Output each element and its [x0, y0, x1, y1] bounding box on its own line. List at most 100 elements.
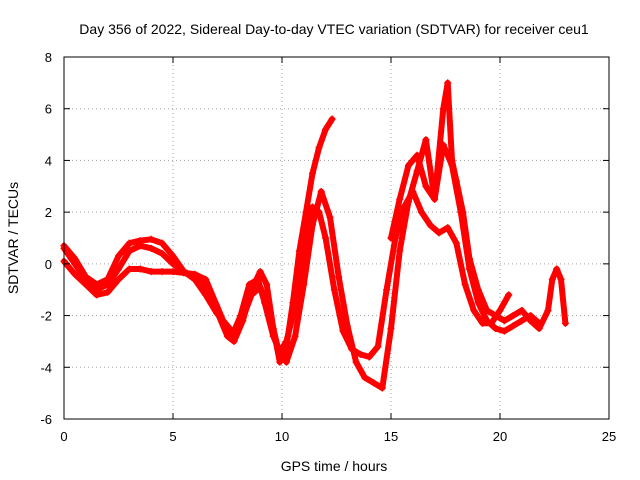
data-point-marker: [352, 358, 360, 366]
plot-frame: [63, 56, 610, 420]
data-point-marker: [71, 270, 79, 278]
data-point-marker: [289, 312, 297, 320]
data-point-marker: [256, 268, 264, 276]
y-tick-label: 2: [45, 205, 52, 220]
data-point-marker: [439, 105, 447, 113]
data-point-marker: [505, 291, 513, 299]
data-point-marker: [461, 281, 469, 289]
data-point-marker: [365, 353, 373, 361]
data-point-marker: [553, 265, 561, 273]
data-point-marker: [356, 350, 364, 358]
data-point-marker: [315, 144, 323, 151]
y-tick-label: 6: [45, 102, 52, 117]
data-point-marker: [282, 358, 290, 366]
x-tick-label: 20: [493, 429, 507, 444]
data-point-marker: [479, 319, 487, 327]
data-point-marker: [136, 242, 144, 250]
data-point-marker: [82, 275, 90, 283]
data-point-marker: [254, 275, 262, 283]
data-point-marker: [404, 198, 412, 206]
data-series: [60, 79, 569, 392]
data-point-marker: [326, 213, 334, 221]
y-tick-label: 0: [45, 257, 52, 272]
data-point-marker: [535, 325, 543, 332]
data-point-marker: [431, 195, 439, 203]
data-point-marker: [396, 247, 404, 255]
data-point-marker: [239, 314, 247, 322]
data-point-marker: [374, 343, 382, 351]
data-point-marker: [104, 288, 112, 296]
x-tick-label: 5: [169, 429, 176, 444]
series-track-d: [387, 79, 569, 332]
series-line: [61, 188, 512, 360]
data-point-marker: [274, 343, 282, 351]
chart-title: Day 356 of 2022, Sidereal Day-to-day VTE…: [79, 21, 589, 37]
data-point-marker: [147, 268, 155, 276]
data-point-marker: [191, 275, 199, 283]
data-point-marker: [422, 182, 430, 190]
data-point-marker: [361, 374, 369, 382]
data-point-marker: [527, 317, 535, 325]
data-point-marker: [230, 337, 238, 345]
data-point-marker: [444, 79, 452, 87]
data-point-marker: [330, 286, 338, 294]
data-point-marker: [335, 273, 343, 281]
data-point-marker: [444, 224, 452, 232]
data-point-marker: [169, 268, 177, 276]
data-point-marker: [474, 286, 482, 294]
data-point-marker: [158, 239, 166, 247]
data-point-marker: [378, 384, 386, 392]
data-point-marker: [426, 221, 434, 229]
data-point-marker: [125, 247, 133, 255]
data-point-marker: [317, 187, 325, 195]
data-point-marker: [93, 286, 101, 294]
data-point-marker: [263, 281, 271, 289]
data-point-marker: [247, 291, 255, 299]
data-point-marker: [256, 283, 264, 291]
data-point-marker: [544, 306, 552, 314]
data-point-marker: [147, 244, 155, 252]
data-point-marker: [221, 319, 229, 327]
y-tick-label: 4: [45, 153, 52, 168]
series-track-b: [60, 187, 513, 361]
data-point-marker: [104, 281, 112, 289]
data-point-marker: [459, 208, 467, 216]
data-point-marker: [115, 252, 122, 260]
data-point-marker: [509, 312, 517, 320]
data-point-marker: [483, 306, 491, 314]
data-point-marker: [125, 265, 133, 273]
data-point-marker: [492, 325, 500, 332]
data-point-marker: [282, 337, 290, 345]
data-point-marker: [265, 306, 273, 314]
data-point-marker: [413, 151, 421, 159]
data-point-marker: [328, 115, 336, 123]
data-point-marker: [309, 221, 317, 229]
data-point-marker: [115, 265, 122, 273]
data-point-marker: [548, 275, 556, 283]
data-point-marker: [276, 358, 284, 366]
data-point-marker: [561, 319, 569, 327]
data-point-marker: [309, 169, 317, 177]
axis-ticks: 0 5 10 15 20 25 -6 -4 -2 0 2 4 6 8: [40, 50, 616, 444]
data-point-marker: [302, 208, 310, 216]
data-point-marker: [452, 239, 460, 247]
data-point-marker: [180, 268, 188, 276]
y-tick-label: 8: [45, 50, 52, 65]
x-tick-label: 25: [602, 429, 616, 444]
y-tick-label: -6: [40, 412, 52, 427]
data-point-marker: [370, 379, 378, 387]
data-point-marker: [509, 322, 517, 330]
data-point-marker: [448, 156, 456, 164]
data-point-marker: [422, 136, 430, 144]
data-point-marker: [435, 229, 443, 237]
data-point-marker: [230, 330, 238, 338]
data-point-marker: [339, 327, 347, 335]
data-point-marker: [404, 162, 412, 170]
data-point-marker: [387, 234, 395, 242]
x-tick-label: 10: [275, 429, 289, 444]
data-point-marker: [115, 275, 122, 283]
data-point-marker: [169, 252, 177, 260]
data-point-marker: [291, 332, 299, 340]
data-point-marker: [496, 306, 504, 314]
